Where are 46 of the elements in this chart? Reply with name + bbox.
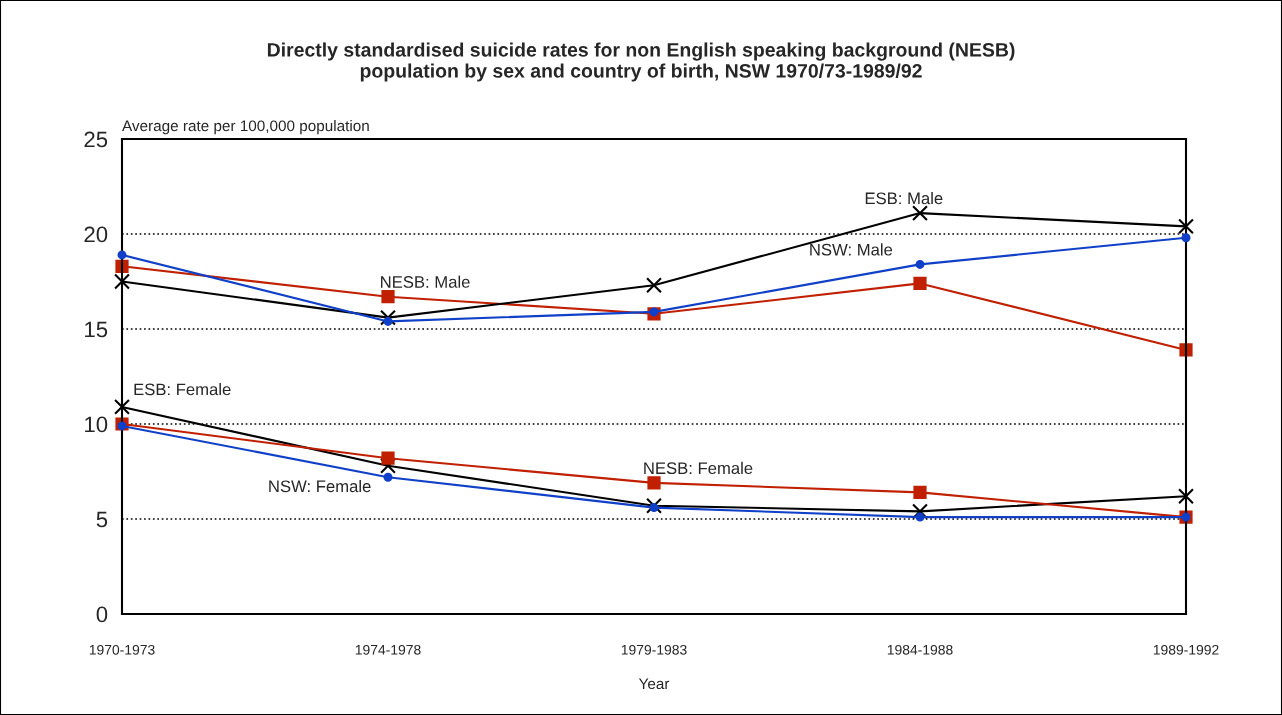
point bbox=[646, 277, 662, 294]
point bbox=[383, 472, 393, 482]
y-tick-label: 25 bbox=[84, 131, 108, 148]
point bbox=[1178, 488, 1194, 505]
point bbox=[913, 276, 927, 290]
annotation: NSW: Male bbox=[810, 243, 893, 256]
point bbox=[381, 451, 395, 465]
y-tick-label: 5 bbox=[96, 511, 108, 528]
x-tick-label: 1984-1988 bbox=[887, 644, 953, 655]
point bbox=[1178, 218, 1194, 235]
annotation: NESB: Female bbox=[644, 461, 753, 475]
x-tick-label: 1970-1973 bbox=[89, 644, 155, 655]
point bbox=[381, 290, 395, 304]
point bbox=[1181, 233, 1191, 243]
point bbox=[117, 250, 127, 260]
y-tick-label: 10 bbox=[85, 416, 108, 433]
y-tick-label: 15 bbox=[85, 321, 108, 338]
annotation: ESB: Male bbox=[865, 192, 943, 205]
point bbox=[915, 259, 925, 269]
y-tick-label: 20 bbox=[84, 226, 108, 243]
chart-title: Directly standardised suicide rates for non English speaking background (NESB) population by sex and country of birth, NSW 1970/73-1989/92 bbox=[267, 42, 1015, 82]
point bbox=[912, 205, 928, 222]
point bbox=[117, 421, 127, 431]
point bbox=[649, 503, 659, 513]
x-tick-label: 1989-1992 bbox=[1153, 644, 1219, 655]
annotation: NESB: Male bbox=[381, 275, 470, 288]
annotation: ESB: Female bbox=[134, 383, 231, 396]
point bbox=[380, 309, 396, 326]
point bbox=[115, 259, 129, 273]
point bbox=[380, 457, 396, 474]
x-tick-label: 1974-1978 bbox=[355, 644, 421, 655]
annotation: NSW: Female bbox=[269, 479, 371, 493]
y-tick-label: 0 bbox=[96, 606, 108, 623]
point bbox=[114, 398, 130, 415]
point bbox=[114, 273, 130, 290]
point bbox=[913, 485, 927, 499]
x-tick-label: 1979-1983 bbox=[621, 644, 687, 655]
point bbox=[1179, 343, 1193, 357]
point bbox=[383, 316, 393, 326]
point bbox=[649, 307, 659, 317]
point bbox=[915, 512, 925, 522]
point bbox=[646, 497, 662, 514]
point bbox=[647, 476, 661, 490]
point bbox=[912, 503, 928, 520]
x-axis-title: Year bbox=[638, 678, 670, 690]
y-axis-title: Average rate per 100,000 population bbox=[122, 120, 369, 135]
